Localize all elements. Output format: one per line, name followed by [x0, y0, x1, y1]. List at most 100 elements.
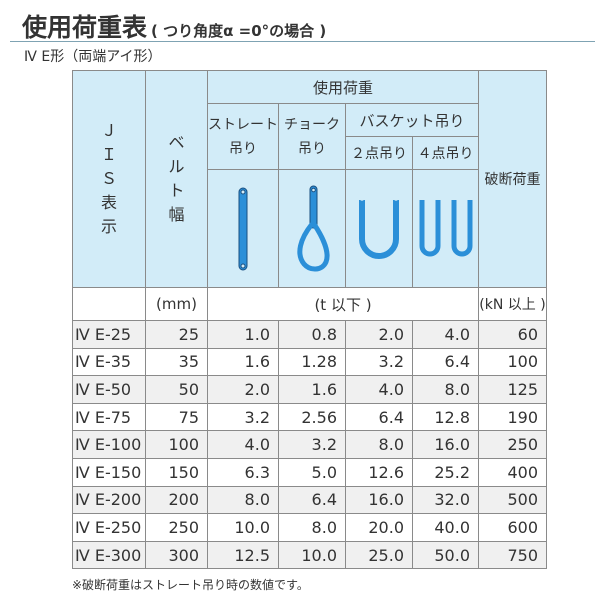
table-cell: 5.0 — [278, 457, 346, 487]
table-cell: 1.6 — [207, 347, 279, 377]
footnote: ※破断荷重はストレート吊り時の数値です。 — [72, 578, 309, 592]
table-cell: 50.0 — [412, 540, 479, 570]
table-cell: 750 — [478, 540, 547, 570]
table-cell: Ⅳ E-75 — [72, 402, 146, 432]
table-cell: 8.0 — [207, 485, 279, 515]
title-text: 使用荷重表 — [22, 13, 148, 42]
table-cell: Ⅳ E-200 — [72, 485, 146, 515]
table-row: Ⅳ E-50 50 2.0 1.6 4.0 8.0 125 — [72, 375, 547, 404]
choke-label-2: 吊り — [298, 140, 326, 157]
table-cell: 16.0 — [345, 485, 413, 515]
table-cell: 2.56 — [278, 402, 346, 432]
straight-header: ストレート 吊り — [207, 103, 279, 170]
belt-width-header: ベルト幅 — [145, 70, 208, 288]
vertical-char: Ｉ — [100, 145, 117, 164]
table-cell: 32.0 — [412, 485, 479, 515]
unit-kn: (kN 以上 ) — [478, 287, 547, 321]
table-cell: 6.3 — [207, 457, 279, 487]
table-cell: 25 — [145, 320, 208, 349]
table-cell: 0.8 — [278, 320, 346, 349]
table-cell: 35 — [145, 347, 208, 377]
table-cell: 190 — [478, 402, 547, 432]
four-point-header: ４点吊り — [412, 136, 479, 170]
table-cell: 10.0 — [207, 513, 279, 542]
table-cell: Ⅳ E-100 — [72, 430, 146, 459]
table-row: Ⅳ E-150 150 6.3 5.0 12.6 25.2 400 — [72, 457, 547, 487]
straight-sling-icon — [207, 169, 279, 288]
table-cell: 6.4 — [278, 485, 346, 515]
table-cell: Ⅳ E-250 — [72, 513, 146, 542]
unit-t: (t 以下 ) — [207, 287, 479, 321]
table-cell: 3.2 — [207, 402, 279, 432]
table-cell: 100 — [478, 347, 547, 377]
table-cell: Ⅳ E-50 — [72, 375, 146, 404]
choke-sling-icon — [278, 169, 346, 288]
table-cell: 4.0 — [345, 375, 413, 404]
table-cell: 25.2 — [412, 457, 479, 487]
table-row: Ⅳ E-100 100 4.0 3.2 8.0 16.0 250 — [72, 430, 547, 459]
table-cell: 2.0 — [207, 375, 279, 404]
table-cell: 6.4 — [412, 347, 479, 377]
two-point-header: ２点吊り — [345, 136, 413, 170]
table-cell: Ⅳ E-300 — [72, 540, 146, 570]
table-row: Ⅳ E-75 75 3.2 2.56 6.4 12.8 190 — [72, 402, 547, 432]
vertical-char: 表 — [100, 193, 117, 212]
table-row: Ⅳ E-250 250 10.0 8.0 20.0 40.0 600 — [72, 513, 547, 542]
table-cell: 150 — [145, 457, 208, 487]
table-cell: 300 — [145, 540, 208, 570]
vertical-char: Ｊ — [100, 121, 117, 140]
table-cell: 200 — [145, 485, 208, 515]
table-cell: 1.28 — [278, 347, 346, 377]
table-cell: 400 — [478, 457, 547, 487]
table-row: Ⅳ E-300 300 12.5 10.0 25.0 50.0 750 — [72, 540, 547, 570]
table-row: Ⅳ E-25 25 1.0 0.8 2.0 4.0 60 — [72, 320, 547, 349]
table-cell: 100 — [145, 430, 208, 459]
unit-blank — [72, 287, 146, 321]
working-load-header: 使用荷重 — [207, 70, 479, 104]
table-cell: 10.0 — [278, 540, 346, 570]
table-cell: 1.0 — [207, 320, 279, 349]
table-cell: 16.0 — [412, 430, 479, 459]
table-cell: 4.0 — [412, 320, 479, 349]
table-cell: Ⅳ E-25 — [72, 320, 146, 349]
table-cell: 25.0 — [345, 540, 413, 570]
table-row: Ⅳ E-200 200 8.0 6.4 16.0 32.0 500 — [72, 485, 547, 515]
straight-label-2: 吊り — [229, 140, 257, 157]
table-cell: 50 — [145, 375, 208, 404]
table-cell: 8.0 — [345, 430, 413, 459]
table-cell: 3.2 — [345, 347, 413, 377]
table-cell: 3.2 — [278, 430, 346, 459]
basket-header: バスケット吊り — [345, 103, 479, 137]
table-cell: 1.6 — [278, 375, 346, 404]
basket-two-point-icon — [345, 169, 413, 288]
vertical-char: Ｓ — [100, 169, 117, 188]
table-cell: 2.0 — [345, 320, 413, 349]
table-cell: Ⅳ E-35 — [72, 347, 146, 377]
table-cell: 12.5 — [207, 540, 279, 570]
table-cell: 60 — [478, 320, 547, 349]
vertical-char: 幅 — [168, 205, 185, 224]
table-cell: 600 — [478, 513, 547, 542]
basket-four-point-icon — [412, 169, 479, 288]
table-cell: 250 — [478, 430, 547, 459]
table-cell: 20.0 — [345, 513, 413, 542]
table-cell: 500 — [478, 485, 547, 515]
table-cell: Ⅳ E-150 — [72, 457, 146, 487]
table-cell: 8.0 — [278, 513, 346, 542]
page-title: 使用荷重表( つり角度α =0°の場合 ) — [22, 8, 326, 44]
table-cell: 4.0 — [207, 430, 279, 459]
breaking-load-header: 破断荷重 — [478, 70, 547, 288]
vertical-char: ル — [168, 157, 185, 176]
table-cell: 6.4 — [345, 402, 413, 432]
table-cell: 250 — [145, 513, 208, 542]
table-cell: 125 — [478, 375, 547, 404]
vertical-char: 示 — [100, 217, 117, 236]
vertical-char: ベ — [168, 133, 185, 152]
title-note: ( つり角度α =0°の場合 ) — [151, 22, 327, 40]
table-cell: 8.0 — [412, 375, 479, 404]
choke-label-1: チョーク — [284, 116, 340, 133]
title-divider — [10, 41, 595, 42]
table-cell: 75 — [145, 402, 208, 432]
